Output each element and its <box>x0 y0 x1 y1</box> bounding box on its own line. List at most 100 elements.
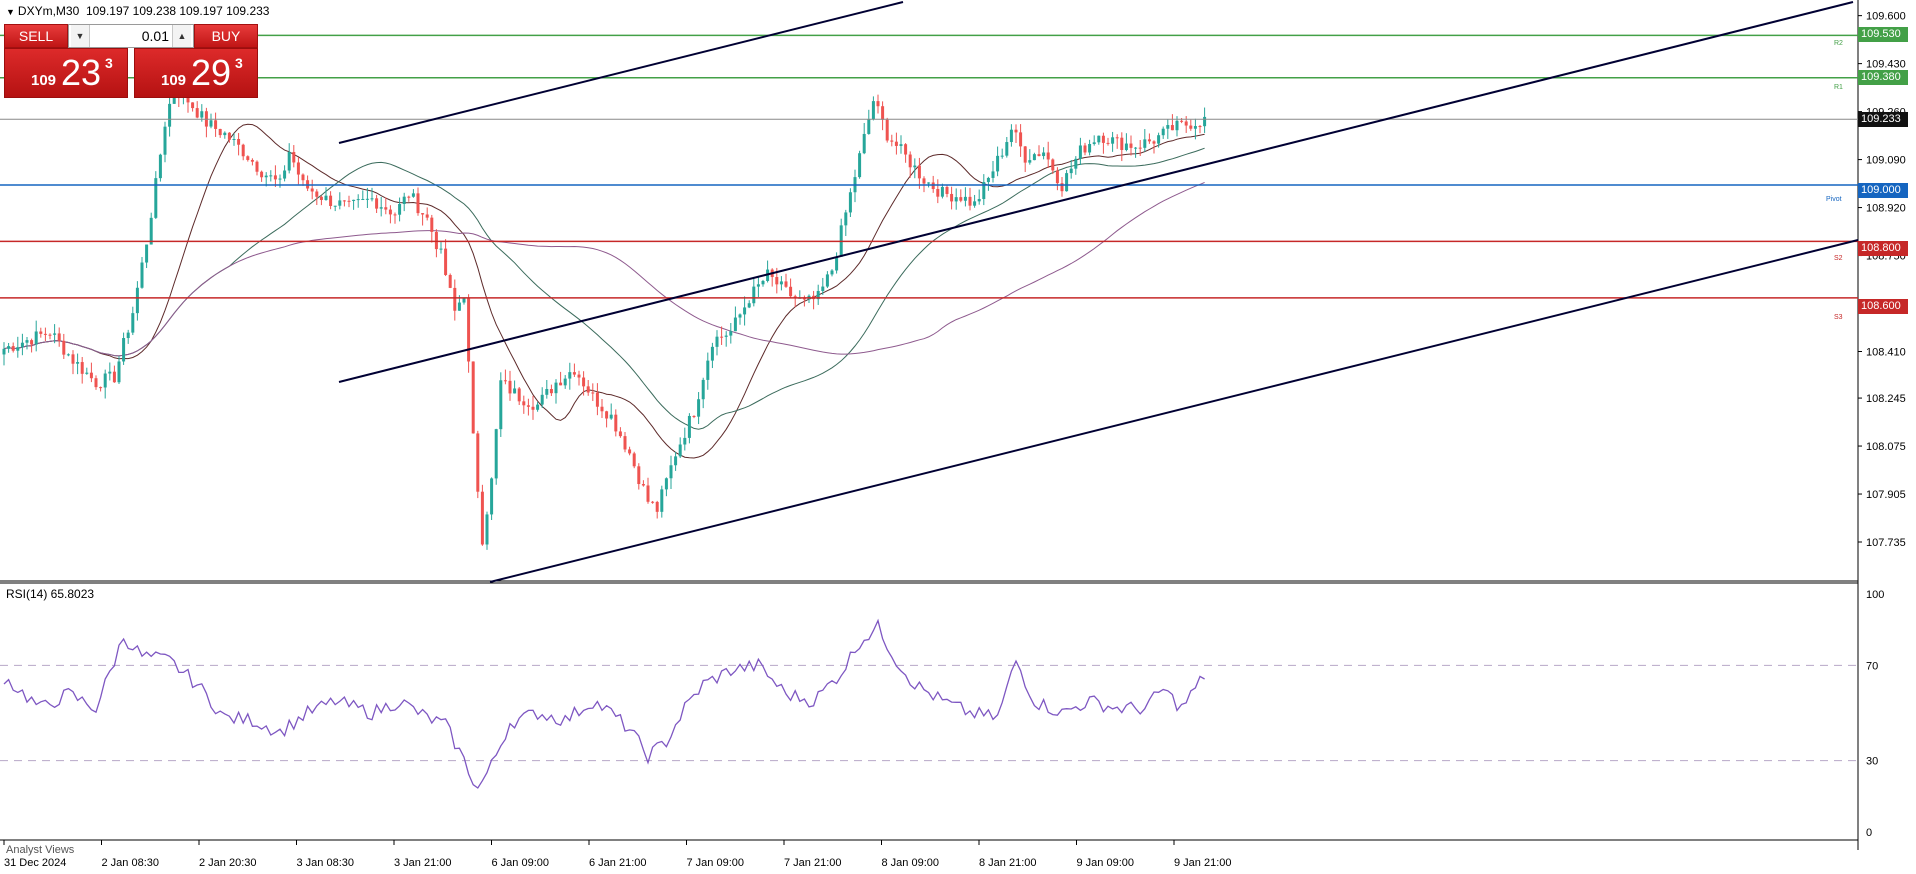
one-click-trading-panel: SELL ▼ ▲ BUY 109 23 3 109 29 3 <box>4 24 258 98</box>
lot-decrease-icon[interactable]: ▼ <box>71 25 90 47</box>
r2-price-label: 109.530 <box>1858 27 1908 42</box>
candle-body <box>25 340 29 343</box>
candle-body <box>1111 137 1115 144</box>
lot-size-field: ▼ ▲ <box>68 24 194 48</box>
price-tick-label: 108.410 <box>1866 347 1906 359</box>
candle-body <box>11 346 15 351</box>
candle-body <box>375 198 379 209</box>
candle-body <box>89 372 93 379</box>
candle-body <box>158 154 162 179</box>
candle-body <box>821 286 825 291</box>
candle-body <box>34 331 38 345</box>
analyst-views-tab[interactable]: Analyst Views <box>6 844 75 856</box>
bid-price-box[interactable]: 109 23 3 <box>4 48 128 98</box>
candle-body <box>1046 152 1050 160</box>
candle-body <box>131 313 135 333</box>
candle-body <box>674 456 678 466</box>
candle-body <box>149 217 153 245</box>
candle-body <box>319 196 323 200</box>
candle-body <box>825 274 829 287</box>
price-tick-label: 109.600 <box>1866 11 1906 23</box>
candle-body <box>296 162 300 175</box>
time-tick-label: 7 Jan 21:00 <box>784 857 842 869</box>
candle-body <box>747 303 751 308</box>
candle-body <box>1074 158 1078 169</box>
candle-body <box>1101 135 1105 143</box>
rsi-axis-label: 0 <box>1866 827 1872 839</box>
candle-body <box>1152 141 1156 144</box>
candle-body <box>108 371 112 374</box>
candle-body <box>112 371 116 383</box>
s2-tag: S2 <box>1834 255 1843 262</box>
candle-body <box>802 297 806 300</box>
dropdown-triangle-icon[interactable]: ▼ <box>6 7 15 17</box>
candle-body <box>241 144 245 157</box>
candle-body <box>287 151 291 171</box>
candle-body <box>214 120 218 129</box>
candle-body <box>890 140 894 142</box>
candle-body <box>720 336 724 338</box>
candle-body <box>724 335 728 337</box>
bid-fraction: 3 <box>105 55 113 71</box>
candle-body <box>963 196 967 201</box>
s3-tag: S3 <box>1834 314 1843 321</box>
candle-body <box>1193 126 1197 129</box>
candle-body <box>595 392 599 407</box>
price-tick-label: 107.735 <box>1866 537 1906 549</box>
candle-body <box>715 336 719 347</box>
candle-body <box>545 388 549 395</box>
candle-body <box>411 193 415 197</box>
ask-fraction: 3 <box>235 55 243 71</box>
candle-body <box>660 489 664 512</box>
candle-body <box>43 333 47 335</box>
ask-big-digits: 29 <box>191 52 232 93</box>
sell-button[interactable]: SELL <box>4 24 68 48</box>
time-tick-label: 2 Jan 20:30 <box>199 857 257 869</box>
candle-body <box>959 197 963 201</box>
candle-body <box>48 334 52 336</box>
lot-size-input[interactable] <box>91 25 169 47</box>
candle-body <box>379 207 383 209</box>
candle-body <box>554 382 558 394</box>
candle-body <box>20 342 24 348</box>
candle-body <box>467 297 471 362</box>
candle-body <box>1106 142 1110 144</box>
lot-increase-icon[interactable]: ▲ <box>172 25 191 47</box>
candle-body <box>752 286 756 304</box>
trendlines-layer <box>338 1 1859 583</box>
candle-body <box>1161 128 1165 136</box>
candle-body <box>7 346 11 349</box>
candle-body <box>448 274 452 288</box>
candle-body <box>917 165 921 179</box>
candle-body <box>701 379 705 400</box>
buy-button[interactable]: BUY <box>194 24 258 48</box>
candle-body <box>1143 139 1147 148</box>
candle-body <box>894 141 898 146</box>
candle-body <box>1147 139 1151 142</box>
candle-body <box>16 347 20 351</box>
candle-body <box>867 119 871 134</box>
candle-body <box>260 171 264 178</box>
candle-body <box>1115 137 1119 139</box>
ask-price-box[interactable]: 109 29 3 <box>134 48 258 98</box>
candle-body <box>324 195 328 200</box>
candle-body <box>793 296 797 298</box>
middle-channel-line <box>338 1 1854 383</box>
candle-body <box>991 171 995 178</box>
candle-body <box>706 360 710 380</box>
candle-body <box>264 175 268 178</box>
candle-body <box>453 287 457 311</box>
s2-price-label: 108.800 <box>1858 241 1908 256</box>
time-tick-label: 31 Dec 2024 <box>4 857 66 869</box>
candle-body <box>1138 147 1142 149</box>
candle-body <box>218 128 222 136</box>
ask-prefix: 109 <box>161 72 187 89</box>
candle-body <box>154 178 158 218</box>
candle-body <box>761 280 765 285</box>
candle-body <box>126 332 130 339</box>
candle-body <box>775 277 779 285</box>
candle-body <box>871 101 875 120</box>
candle-body <box>683 437 687 445</box>
candle-body <box>273 175 277 180</box>
